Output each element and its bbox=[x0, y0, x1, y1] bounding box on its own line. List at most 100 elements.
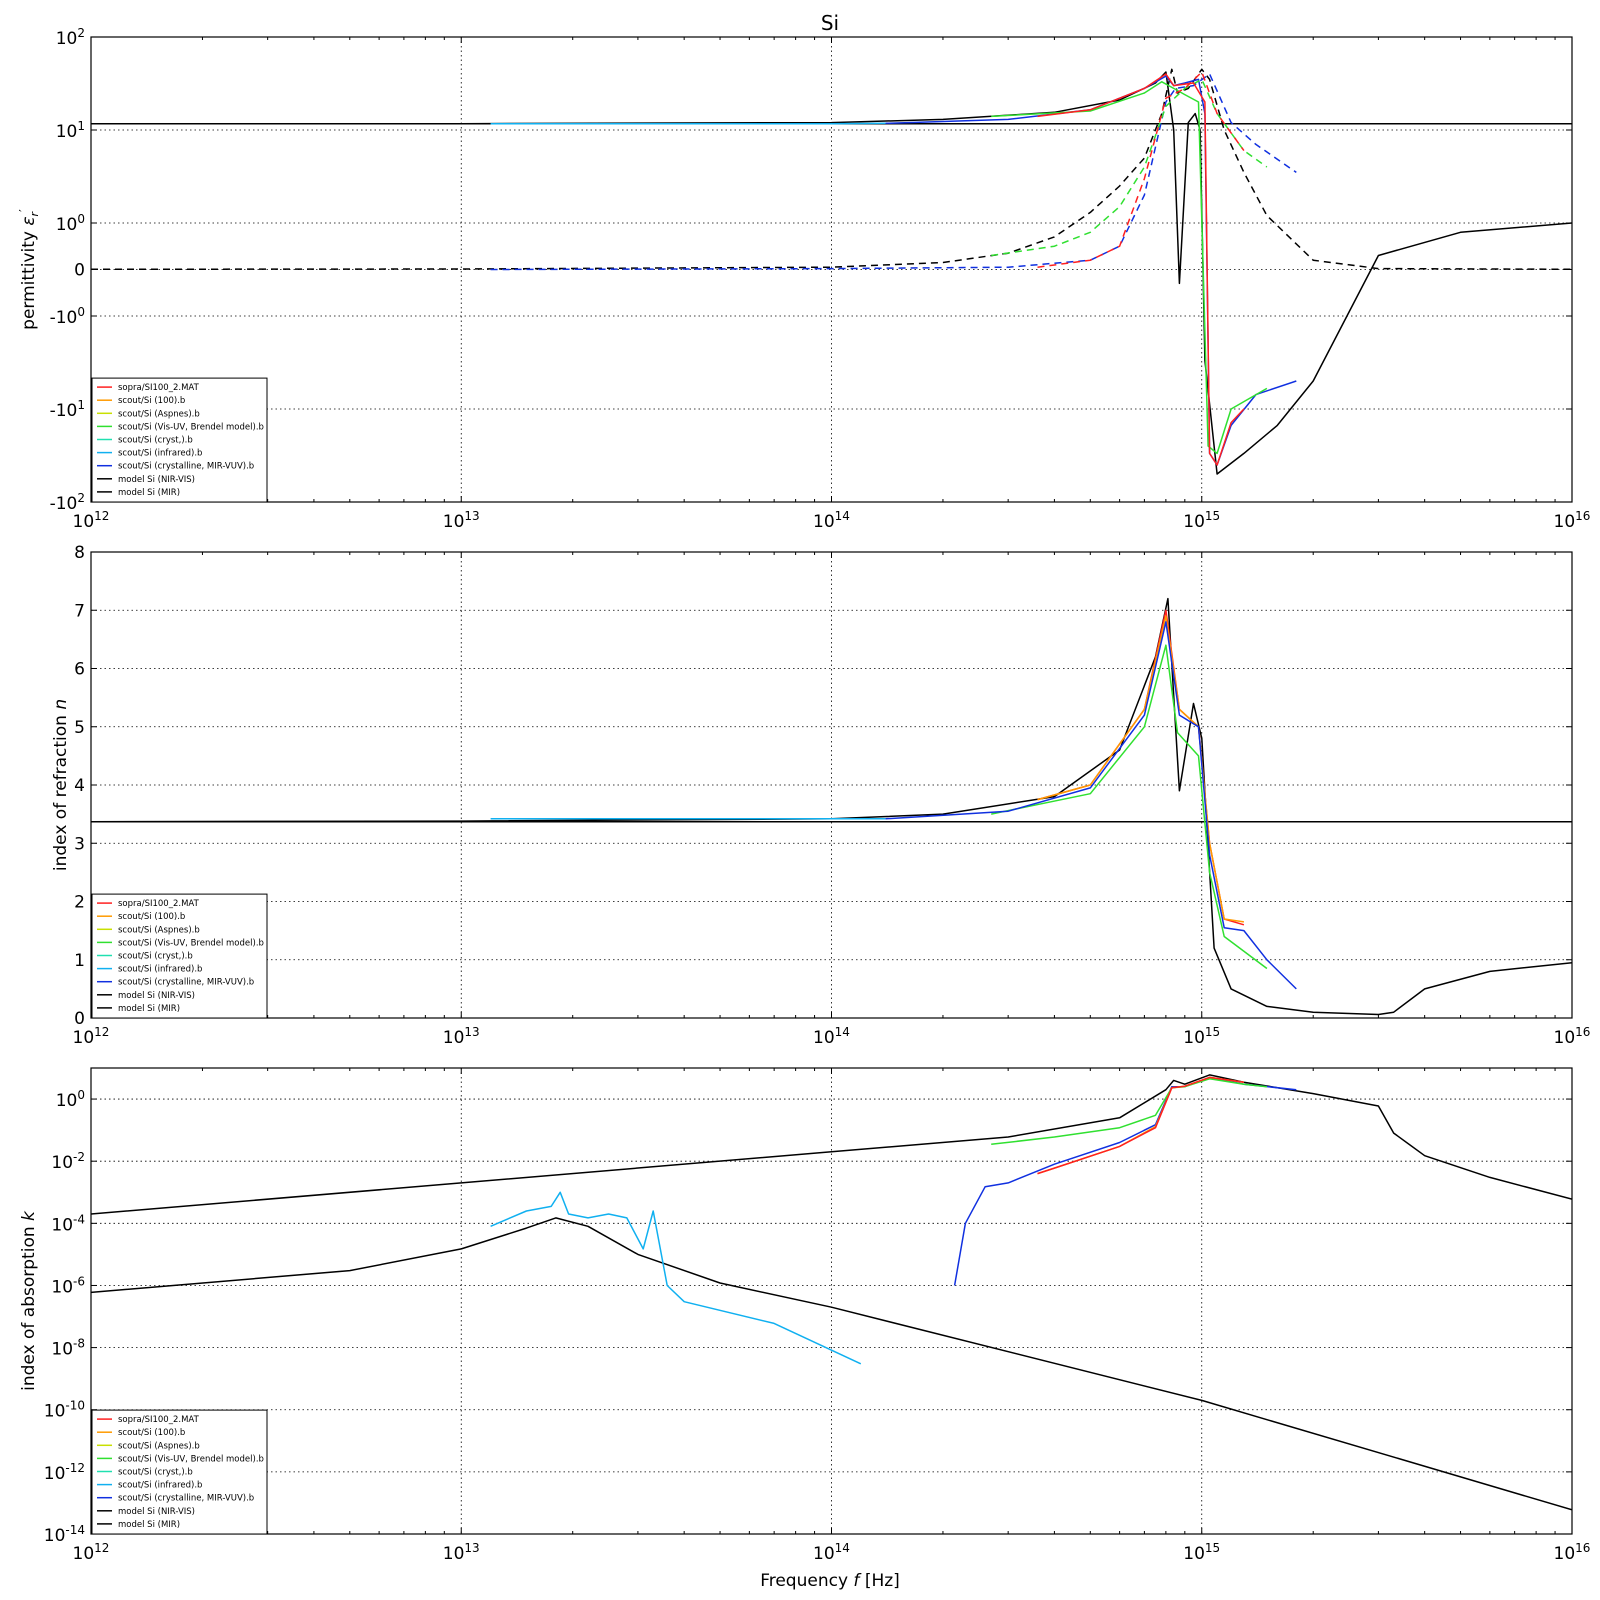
legend-label: scout/Si (Vis-UV, Brendel model).b bbox=[118, 1454, 264, 1464]
plot-frame bbox=[90, 551, 1573, 1019]
x-tick-label: 1016 bbox=[1554, 1541, 1591, 1564]
series-line bbox=[91, 1217, 1572, 1511]
y-tick-label: 102 bbox=[56, 26, 85, 49]
y-axis-label: index of absorption k bbox=[19, 1210, 39, 1391]
legend-label: scout/Si (infrared).b bbox=[118, 1481, 202, 1491]
y-tick-label: 6 bbox=[74, 660, 85, 680]
legend-label: scout/Si (100).b bbox=[118, 1428, 185, 1438]
series-line bbox=[1037, 71, 1245, 268]
series-line bbox=[953, 1076, 1297, 1286]
x-tick-label: 1013 bbox=[443, 1541, 480, 1564]
y-tick-label: 10-4 bbox=[51, 1212, 85, 1235]
legend-label: scout/Si (cryst,).b bbox=[118, 436, 193, 446]
series-line bbox=[91, 68, 1572, 271]
y-tick-label: 7 bbox=[74, 601, 85, 621]
series-line bbox=[1037, 615, 1245, 923]
absorption-panel: 10-14 10-12 10-10 10-8 10-6 10-4 10-2 100 1012 10… bbox=[19, 1067, 1591, 1564]
legend-box bbox=[91, 377, 268, 503]
y-tick-label: 4 bbox=[74, 776, 85, 796]
legend-label: scout/Si (infrared).b bbox=[118, 965, 202, 975]
y-axis-label: index of refraction n bbox=[51, 699, 71, 871]
x-tick-label: 1016 bbox=[1554, 509, 1591, 532]
y-tick-label: 2 bbox=[74, 893, 85, 913]
legend-label: scout/Si (Aspnes).b bbox=[118, 925, 200, 935]
y-tick-label: 100 bbox=[56, 212, 85, 235]
legend-box bbox=[91, 1409, 268, 1535]
series-line bbox=[1037, 1076, 1245, 1175]
x-tick-label: 1015 bbox=[1183, 1541, 1220, 1564]
legend-label: model Si (NIR-VIS) bbox=[118, 991, 195, 1001]
legend-label: scout/Si (infrared).b bbox=[118, 449, 202, 459]
legend: sopra/SI100_2.MAT scout/Si (100).b scout/S… bbox=[91, 377, 268, 503]
series-group bbox=[91, 1074, 1572, 1511]
legend-label: model Si (MIR) bbox=[118, 1004, 180, 1014]
legend: sopra/SI100_2.MAT scout/Si (100).b scout/S… bbox=[91, 893, 268, 1019]
x-tick-label: 1016 bbox=[1554, 1025, 1591, 1048]
x-tick-label: 1012 bbox=[73, 1025, 110, 1048]
legend-label: scout/Si (cryst,).b bbox=[118, 1468, 193, 1478]
legend-label: scout/Si (Vis-UV, Brendel model).b bbox=[118, 422, 264, 432]
legend-label: scout/Si (cryst,).b bbox=[118, 952, 193, 962]
y-tick-label: 10-12 bbox=[44, 1461, 85, 1484]
x-tick-label: 1014 bbox=[813, 1541, 850, 1564]
x-tick-label: 1014 bbox=[813, 1025, 850, 1048]
series-group bbox=[91, 597, 1572, 1016]
y-tick-label: 10-10 bbox=[44, 1399, 85, 1422]
series-line bbox=[991, 78, 1268, 257]
legend-box bbox=[91, 893, 268, 1019]
x-tick-label: 1012 bbox=[73, 509, 110, 532]
x-axis-label: Frequency f [Hz] bbox=[760, 1571, 900, 1591]
series-line bbox=[991, 644, 1268, 970]
refraction-panel: 0 1 2 3 4 5 6 7 8 1012 1013 1014 1015 1016 index of re… bbox=[51, 543, 1590, 1048]
legend-label: model Si (NIR-VIS) bbox=[118, 475, 195, 485]
y-tick-label: 5 bbox=[74, 718, 85, 738]
y-tick-label: 1 bbox=[74, 951, 85, 971]
series-line bbox=[1037, 73, 1245, 466]
y-tick-label: 10-14 bbox=[44, 1523, 85, 1546]
legend-label: model Si (MIR) bbox=[118, 1520, 180, 1530]
series-group bbox=[91, 68, 1572, 475]
legend-label: scout/Si (Aspnes).b bbox=[118, 409, 200, 419]
y-tick-label: 101 bbox=[56, 119, 85, 142]
y-tick-label: 0 bbox=[74, 261, 85, 281]
y-tick-label: -101 bbox=[50, 398, 85, 421]
legend-label: scout/Si (crystalline, MIR-VUV).b bbox=[118, 1494, 254, 1504]
series-line bbox=[991, 81, 1268, 455]
series-line bbox=[490, 1191, 862, 1365]
series-line bbox=[91, 71, 1572, 475]
y-axis-label: permittivity εr′ bbox=[17, 209, 41, 330]
legend-label: sopra/SI100_2.MAT bbox=[118, 1415, 200, 1425]
y-tick-label: 3 bbox=[74, 834, 85, 854]
y-tick-label: 0 bbox=[74, 1009, 85, 1029]
legend-label: sopra/SI100_2.MAT bbox=[118, 383, 200, 393]
legend-label: sopra/SI100_2.MAT bbox=[118, 899, 200, 909]
chart-title: Si bbox=[821, 11, 839, 35]
x-tick-label: 1013 bbox=[443, 509, 480, 532]
series-line bbox=[91, 1074, 1572, 1215]
y-tick-label: 10-2 bbox=[51, 1150, 85, 1173]
y-tick-label: -102 bbox=[50, 491, 85, 514]
legend: sopra/SI100_2.MAT scout/Si (100).b scout/S… bbox=[91, 1409, 268, 1535]
legend-label: scout/Si (100).b bbox=[118, 912, 185, 922]
series-line bbox=[91, 597, 1572, 1016]
x-tick-label: 1014 bbox=[813, 509, 850, 532]
legend-label: scout/Si (crystalline, MIR-VUV).b bbox=[118, 978, 254, 988]
legend-label: model Si (NIR-VIS) bbox=[118, 1507, 195, 1517]
series-line bbox=[885, 621, 1297, 990]
plot-frame bbox=[90, 36, 1573, 503]
y-tick-label: 10-8 bbox=[51, 1337, 85, 1360]
y-tick-label: 10-6 bbox=[51, 1274, 85, 1297]
y-tick-label: 8 bbox=[74, 543, 85, 563]
plot-frame bbox=[90, 1067, 1573, 1535]
legend-label: scout/Si (Vis-UV, Brendel model).b bbox=[118, 938, 264, 948]
series-line bbox=[490, 73, 1297, 271]
legend-label: scout/Si (100).b bbox=[118, 396, 185, 406]
y-tick-label: 100 bbox=[56, 1088, 85, 1111]
x-tick-label: 1015 bbox=[1183, 509, 1220, 532]
x-tick-label: 1013 bbox=[443, 1025, 480, 1048]
x-tick-label: 1015 bbox=[1183, 1025, 1220, 1048]
legend-label: model Si (MIR) bbox=[118, 488, 180, 498]
legend-label: scout/Si (crystalline, MIR-VUV).b bbox=[118, 462, 254, 472]
